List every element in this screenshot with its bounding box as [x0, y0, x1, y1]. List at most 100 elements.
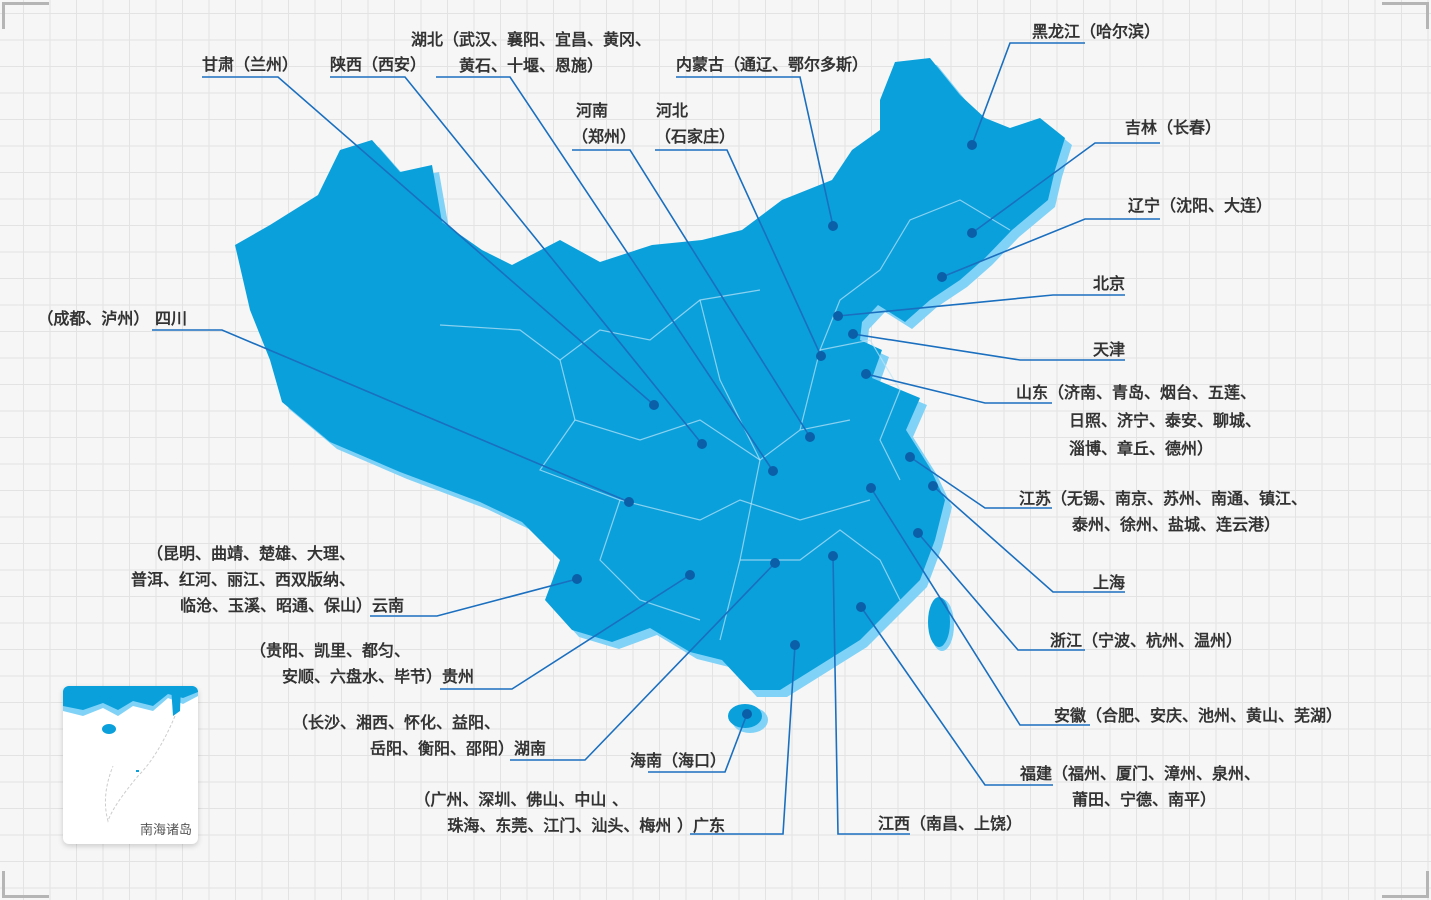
city-dot [649, 400, 659, 410]
leader-line [917, 532, 1085, 651]
province-label-line: 河北 [656, 101, 688, 120]
leader-line [370, 578, 578, 617]
leader-line [440, 574, 691, 690]
city-dot [866, 483, 876, 493]
inset-map [63, 686, 198, 823]
leader-lines [152, 42, 1160, 835]
province-label-line: 浙江（宁波、杭州、温州） [1050, 631, 1242, 650]
city-dot [697, 439, 707, 449]
leader-line [676, 76, 834, 227]
province-label-line: 日照、济宁、泰安、聊城、 [1069, 411, 1261, 430]
province-label-line: 河南 [576, 101, 608, 120]
province-label-line: 淄博、章丘、德州） [1069, 439, 1213, 458]
province-label-line: 安顺、六盘水、毕节）贵州 [282, 667, 474, 686]
corner-bottom-right [1382, 871, 1429, 898]
city-dot [967, 228, 977, 238]
land-main [235, 58, 1065, 690]
south-china-sea-inset: 南海诸岛 [63, 686, 198, 844]
province-label-line: 临沧、玉溪、昭通、保山）云南 [180, 596, 404, 615]
province-label-line: 莆田、宁德、南平） [1072, 790, 1216, 809]
province-border [819, 339, 901, 481]
province-label-line: （成都、泸州） 四川 [37, 309, 187, 328]
city-dot [770, 558, 780, 568]
leader-line [941, 218, 1160, 278]
province-border [699, 299, 761, 641]
province-label-line: 泰州、徐州、盐城、连云港） [1071, 515, 1280, 534]
province-label-line: 福建（福州、厦门、漳州、泉州、 [1019, 764, 1260, 783]
leader-line [852, 333, 1125, 361]
province-label-line: 江苏（无锡、南京、苏州、南通、镇江、 [1019, 489, 1307, 508]
city-dot [768, 466, 778, 476]
leader-line [860, 606, 1053, 786]
city-dot [937, 272, 947, 282]
province-label-line: 岳阳、衡阳、邵阳）湖南 [370, 739, 546, 758]
leader-line [832, 555, 910, 835]
city-dot [928, 481, 938, 491]
province-label-line: （昆明、曲靖、楚雄、大理、 [147, 544, 355, 563]
city-dot [905, 452, 915, 462]
province-border [599, 499, 701, 621]
province-labels: 甘肃（兰州） 陕西（西安） 湖北（武汉、襄阳、宜昌、黄冈、黄石、十堰、恩施） 河南 （郑… [37, 22, 1342, 835]
leader-line [202, 76, 655, 406]
leader-line [932, 485, 1125, 593]
province-label-line: 普洱、红河、丽江、西双版纳、 [131, 570, 355, 589]
city-dot [913, 528, 923, 538]
province-label-line: （广州、深圳、佛山、中山 、 [414, 790, 628, 809]
province-label-line: 黑龙江（哈尔滨） [1032, 22, 1160, 41]
leader-line [655, 149, 822, 357]
province-label-line: 天津 [1093, 340, 1125, 359]
province-label-line: 陕西（西安） [330, 55, 426, 74]
leader-line [870, 487, 1090, 726]
province-label-line: 北京 [1093, 274, 1125, 293]
corner-top-right [1382, 2, 1429, 29]
province-label-line: 吉林（长春） [1125, 118, 1221, 137]
leader-line [837, 294, 1125, 317]
city-dot [848, 329, 858, 339]
corner-top-left [2, 2, 49, 29]
leader-line [865, 373, 1052, 404]
corner-bottom-left [2, 871, 49, 898]
province-border [740, 529, 901, 601]
city-dot [742, 709, 752, 719]
city-dot [828, 551, 838, 561]
inset-label: 南海诸岛 [139, 823, 192, 838]
city-dot [828, 221, 838, 231]
province-label-line: 辽宁（沈阳、大连） [1128, 196, 1272, 215]
province-label-line: 安徽（合肥、安庆、池州、黄山、芜湖） [1054, 706, 1342, 725]
province-label-line: 江西（南昌、上饶） [878, 814, 1022, 833]
leader-line [572, 149, 811, 438]
leader-line [690, 644, 796, 835]
city-dot [685, 570, 695, 580]
city-dot [624, 497, 634, 507]
province-label-line: 海南（海口） [630, 751, 726, 770]
city-dot [861, 369, 871, 379]
leader-line [510, 562, 776, 761]
city-dot [967, 140, 977, 150]
province-label-line: （石家庄） [655, 127, 735, 146]
taiwan [928, 597, 950, 647]
city-dot [790, 640, 800, 650]
province-label-line: （贵阳、凯里、都匀、 [250, 641, 410, 660]
leader-line [971, 42, 1085, 146]
province-label-line: 山东（济南、青岛、烟台、五莲、 [1016, 383, 1256, 402]
leader-line [330, 76, 703, 445]
province-label-line: 珠海、东莞、江门、汕头、梅州 ）广东 [447, 816, 725, 835]
leader-line [909, 456, 1052, 509]
province-border [539, 419, 871, 521]
city-dot [572, 574, 582, 584]
leader-line [648, 713, 748, 773]
province-label-line: 甘肃（兰州） [202, 55, 298, 74]
province-label-line: （长沙、湘西、怀化、益阳、 [292, 713, 500, 732]
province-label-line: 内蒙古（通辽、鄂尔多斯） [676, 55, 868, 74]
city-dot [805, 432, 815, 442]
city-dot [833, 311, 843, 321]
province-label-line: 黄石、十堰、恩施） [459, 56, 603, 75]
city-dot [816, 351, 826, 361]
province-label-line: （郑州） [572, 127, 636, 146]
leader-line [971, 142, 1160, 234]
city-dot [856, 602, 866, 612]
province-label-line: 上海 [1093, 573, 1125, 592]
leader-line [152, 329, 630, 503]
china-landmass [235, 58, 1072, 733]
